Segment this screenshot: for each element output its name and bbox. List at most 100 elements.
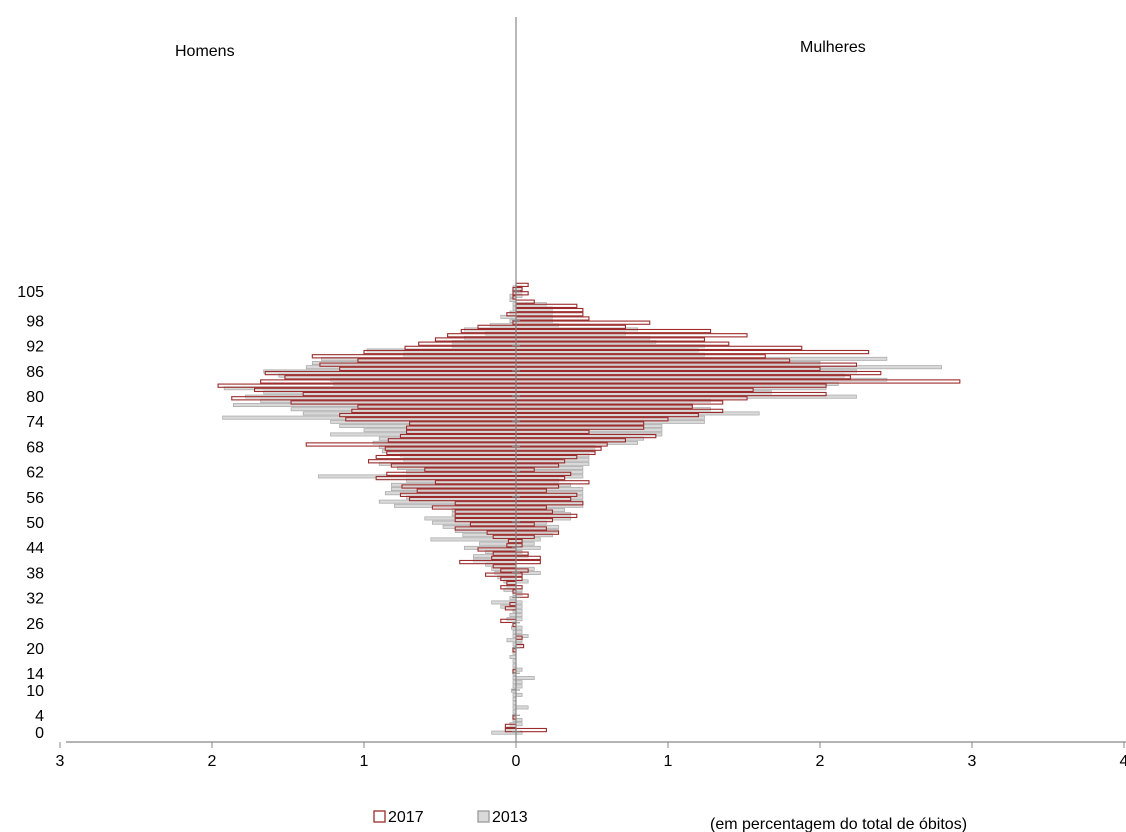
bar-2017-men-age-45 — [507, 538, 517, 544]
bar-2013-women-age-24 — [515, 629, 523, 634]
y-tick-label-68: 68 — [26, 439, 44, 456]
axes — [66, 17, 1126, 743]
y-tick-label-74: 74 — [26, 414, 44, 431]
bar-2017-women-age-72 — [515, 425, 645, 430]
bar-2017-women-age-98 — [515, 316, 590, 321]
bar-2017-men-age-66 — [386, 450, 517, 456]
legend-swatch-2017 — [373, 810, 386, 823]
y-tick-label-98: 98 — [26, 313, 44, 330]
bar-2017-men-age-35 — [506, 580, 517, 586]
bar-2013-women-age-31 — [515, 600, 523, 605]
bar-2017-women-age-70 — [515, 433, 657, 439]
legend: 2017 2013 — [373, 809, 528, 826]
bar-2017-women-age-104 — [515, 291, 529, 296]
bar-2013-men-age-22 — [506, 638, 517, 643]
bar-2017-men-age-77 — [357, 404, 517, 409]
bar-2017-women-age-67 — [515, 446, 602, 451]
bar-2017-women-age-59 — [515, 480, 590, 485]
legend-label-2017: 2017 — [388, 809, 424, 826]
bar-2013-men-age-18 — [509, 655, 517, 659]
bar-2013-women-age-11 — [515, 684, 523, 689]
bar-2017-men-age-59 — [434, 480, 517, 485]
bar-2017-men-age-67 — [384, 446, 517, 451]
bar-2017-men-age-82 — [217, 383, 517, 388]
bar-2013-women-age-2 — [515, 722, 523, 727]
x-tick-label-2: 1 — [360, 753, 369, 770]
bar-2017-women-age-73 — [515, 421, 645, 426]
bar-2017-men-age-56 — [399, 492, 517, 498]
bar-2017-women-age-78 — [515, 400, 724, 405]
bar-2017-women-age-95 — [515, 328, 712, 334]
bar-2017-women-age-41 — [515, 555, 541, 561]
bar-2017-men-age-26 — [500, 618, 517, 624]
bar-2017-men-age-37 — [485, 572, 517, 577]
x-tick-label-6: 3 — [968, 753, 977, 770]
bar-2017-women-age-49 — [515, 522, 535, 527]
bar-2017-women-age-66 — [515, 450, 596, 456]
y-tick-label-38: 38 — [26, 565, 44, 582]
bar-2017-women-age-22 — [515, 635, 523, 640]
bar-2017-men-age-43 — [477, 547, 517, 552]
bar-2017-women-age-20 — [515, 643, 525, 649]
x-axis-tick-labels: 3 2 1 0 1 2 3 4 — [56, 742, 1126, 770]
y-tick-label-92: 92 — [26, 339, 44, 356]
bar-2017-men-age-81 — [254, 387, 517, 393]
bar-2017-women-age-96 — [515, 324, 626, 330]
bar-2017-men-age-38 — [500, 568, 517, 573]
y-tick-label-20: 20 — [26, 641, 44, 658]
bar-2013-women-age-12 — [515, 680, 523, 685]
bar-2017-men-age-87 — [319, 362, 517, 367]
bar-2017-men-age-1 — [504, 723, 517, 729]
bar-2017-women-age-77 — [515, 404, 693, 409]
bar-2017-men-age-47 — [486, 530, 517, 535]
bar-2017-women-age-81 — [515, 387, 754, 393]
bar-2017-men-age-0 — [504, 727, 517, 733]
x-tick-label-7: 4 — [1120, 753, 1126, 770]
bar-2017-women-age-0 — [515, 727, 547, 733]
bar-2017-men-age-68 — [305, 442, 517, 447]
bar-2017-women-age-80 — [515, 391, 827, 397]
bar-2017-men-age-93 — [434, 337, 517, 342]
bar-2017-women-age-101 — [515, 303, 578, 309]
y-tick-label-14: 14 — [26, 666, 44, 683]
bar-2017-women-age-50 — [515, 517, 554, 523]
bar-2017-women-age-56 — [515, 492, 578, 498]
y-tick-label-26: 26 — [26, 616, 44, 633]
bar-2017-men-age-91 — [404, 345, 517, 351]
bar-2013-women-age-28 — [515, 613, 523, 617]
bar-2017-men-age-92 — [418, 341, 517, 346]
bar-2017-men-age-63 — [390, 463, 517, 468]
bar-2013-women-age-15 — [515, 667, 523, 672]
bar-2017-men-age-80 — [302, 391, 517, 397]
bar-2017-women-age-37 — [515, 572, 523, 577]
bar-2017-women-age-57 — [515, 488, 547, 493]
bar-2017-women-age-68 — [515, 442, 608, 447]
x-tick-label-0: 3 — [56, 753, 65, 770]
bar-2017-women-age-83 — [515, 379, 961, 384]
label-women: Mulheres — [800, 39, 866, 56]
bar-2017-men-age-58 — [401, 484, 517, 489]
bar-2017-women-age-74 — [515, 417, 669, 422]
y-tick-label-86: 86 — [26, 364, 44, 381]
bar-2017-women-age-84 — [515, 375, 851, 380]
bar-2017-women-age-92 — [515, 341, 730, 346]
bar-2017-women-age-51 — [515, 513, 578, 519]
bar-2017-men-age-46 — [492, 534, 517, 540]
bar-2017-men-age-52 — [454, 509, 517, 514]
bar-2017-women-age-69 — [515, 438, 626, 443]
bar-2013-women-age-3 — [515, 718, 523, 722]
bar-2017-women-age-58 — [515, 484, 560, 489]
bar-2017-men-age-79 — [231, 396, 517, 401]
bar-2017-men-age-51 — [454, 513, 517, 519]
y-tick-label-4: 4 — [35, 708, 44, 725]
bar-2017-men-age-55 — [409, 496, 517, 502]
bar-2017-women-age-45 — [515, 538, 523, 544]
unit-note: (em percentagem do total de óbitos) — [710, 816, 967, 832]
bar-2017-men-age-53 — [431, 505, 517, 510]
bar-2017-men-age-42 — [492, 551, 517, 556]
bar-2017-women-age-46 — [515, 534, 535, 540]
bar-2017-men-age-65 — [375, 454, 517, 460]
bar-2017-men-age-50 — [454, 517, 517, 523]
bar-2017-women-age-79 — [515, 396, 748, 401]
